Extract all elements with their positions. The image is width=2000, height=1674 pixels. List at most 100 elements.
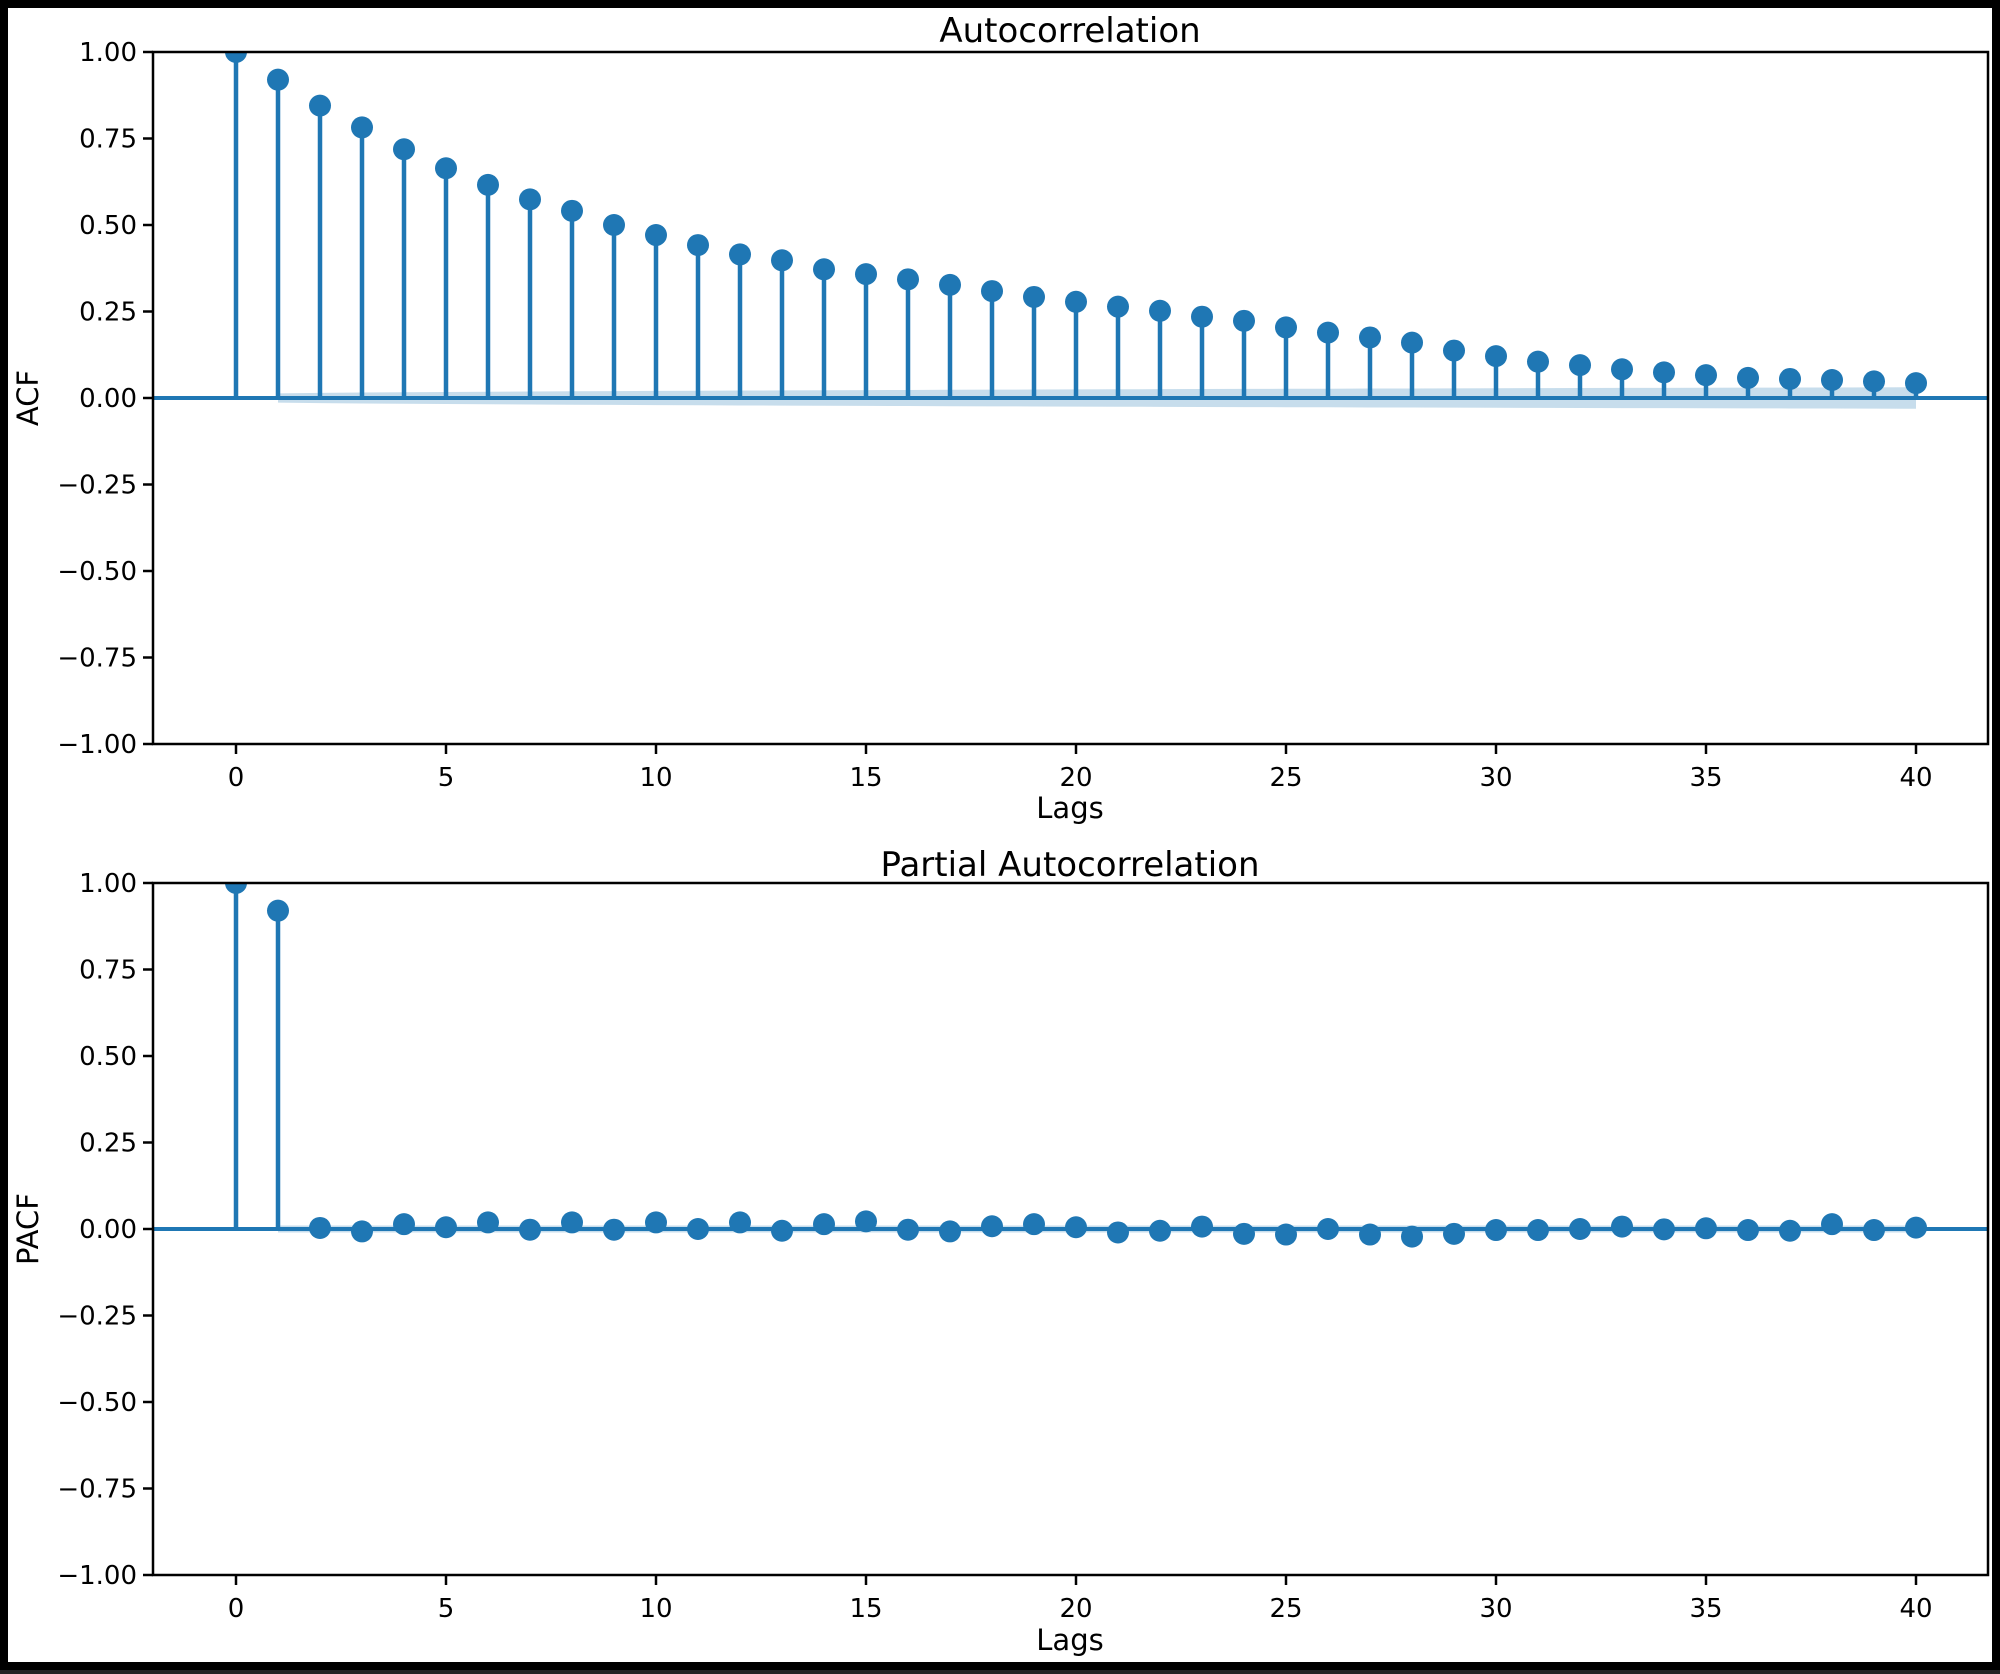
pacf-stem-marker-lag-38 bbox=[1821, 1213, 1843, 1236]
pacf-stem-marker-lag-21 bbox=[1107, 1221, 1129, 1244]
pacf-stem-marker-lag-34 bbox=[1653, 1218, 1675, 1241]
acf-xtick-label: 40 bbox=[1899, 763, 1932, 793]
pacf-stem-marker-lag-30 bbox=[1485, 1219, 1507, 1242]
acf-ytick-label: −0.50 bbox=[57, 557, 137, 587]
pacf-stem-marker-lag-39 bbox=[1863, 1219, 1885, 1242]
pacf-stem-marker-lag-4 bbox=[393, 1213, 415, 1236]
pacf-ytick-label: 1.00 bbox=[79, 869, 137, 899]
pacf-plot: 0 5 10 15 20 25 30 35 40 1.00 0.75 0.50 0.25 0.00 −0.2… bbox=[57, 869, 1990, 1624]
pacf-xtick-label: 30 bbox=[1479, 1594, 1512, 1624]
pacf-xtick-label: 35 bbox=[1689, 1594, 1722, 1624]
acf-stem-marker-lag-21 bbox=[1107, 295, 1129, 318]
acf-ytick-label: 0.75 bbox=[79, 125, 137, 155]
pacf-title: Partial Autocorrelation bbox=[880, 845, 1259, 885]
acf-stem-marker-lag-24 bbox=[1233, 309, 1255, 332]
pacf-xtick-label: 40 bbox=[1899, 1594, 1932, 1624]
acf-plot: 0 5 10 15 20 25 30 35 40 1.00 0.75 0.50 0.25 0.00 −0.2… bbox=[57, 38, 1990, 793]
acf-ytick-label: 0.25 bbox=[79, 298, 137, 328]
pacf-ytick-label: 0.50 bbox=[79, 1042, 137, 1072]
acf-stem-marker-lag-20 bbox=[1065, 290, 1087, 313]
acf-stem-marker-lag-6 bbox=[477, 173, 499, 196]
acf-stem-marker-lag-22 bbox=[1149, 299, 1171, 322]
acf-stem-marker-lag-16 bbox=[897, 268, 919, 291]
acf-stem-marker-lag-9 bbox=[603, 214, 625, 236]
pacf-stem-marker-lag-32 bbox=[1569, 1218, 1591, 1240]
pacf-stem-marker-lag-1 bbox=[267, 899, 289, 922]
pacf-stem-marker-lag-24 bbox=[1233, 1222, 1255, 1245]
acf-stem-marker-lag-29 bbox=[1443, 339, 1465, 362]
acf-stem-marker-lag-12 bbox=[729, 243, 751, 266]
acf-title: Autocorrelation bbox=[939, 11, 1200, 51]
acf-stems bbox=[225, 52, 1927, 398]
acf-yaxis-label: ACF bbox=[11, 370, 45, 426]
pacf-ytick-label: 0.25 bbox=[79, 1129, 137, 1159]
acf-xtick-label: 20 bbox=[1059, 763, 1092, 793]
pacf-stem-marker-lag-19 bbox=[1023, 1213, 1045, 1236]
acf-stem-marker-lag-13 bbox=[771, 249, 793, 272]
acf-stem-marker-lag-8 bbox=[561, 199, 583, 222]
pacf-stem-marker-lag-25 bbox=[1275, 1223, 1297, 1246]
pacf-xtick-label: 15 bbox=[849, 1594, 882, 1624]
pacf-stem-marker-lag-28 bbox=[1401, 1225, 1423, 1248]
acf-ytick-label: −0.25 bbox=[57, 471, 137, 501]
acf-stem-marker-lag-15 bbox=[855, 263, 877, 286]
acf-stem-marker-lag-2 bbox=[309, 94, 331, 117]
acf-stem-marker-lag-14 bbox=[813, 258, 835, 281]
pacf-ytick-label: −1.00 bbox=[57, 1561, 137, 1591]
acf-stem-marker-lag-38 bbox=[1821, 369, 1843, 392]
acf-stem-marker-lag-28 bbox=[1401, 331, 1423, 354]
acf-stem-marker-lag-17 bbox=[939, 273, 961, 296]
pacf-stem-marker-lag-15 bbox=[855, 1210, 877, 1233]
pacf-ytick-label: −0.75 bbox=[57, 1475, 137, 1505]
acf-ytick-label: 0.00 bbox=[79, 384, 137, 414]
pacf-stem-marker-lag-33 bbox=[1611, 1215, 1633, 1238]
acf-xtick-label: 15 bbox=[849, 763, 882, 793]
pacf-stem-marker-lag-3 bbox=[351, 1220, 373, 1243]
pacf-xtick-label: 0 bbox=[228, 1594, 245, 1624]
pacf-stem-marker-lag-9 bbox=[603, 1218, 625, 1241]
pacf-stem-marker-lag-2 bbox=[309, 1216, 331, 1239]
acf-stem-marker-lag-1 bbox=[267, 68, 289, 91]
pacf-stem-marker-lag-31 bbox=[1527, 1219, 1549, 1242]
acf-stem-marker-lag-27 bbox=[1359, 326, 1381, 349]
acf-stem-marker-lag-33 bbox=[1611, 358, 1633, 381]
acf-stem-marker-lag-10 bbox=[645, 224, 667, 247]
pacf-stem-marker-lag-37 bbox=[1779, 1219, 1801, 1242]
pacf-xtick-label: 25 bbox=[1269, 1594, 1302, 1624]
acf-stem-marker-lag-23 bbox=[1191, 305, 1213, 328]
pacf-stems bbox=[225, 883, 1927, 1248]
acf-stem-marker-lag-4 bbox=[393, 138, 415, 161]
pacf-xtick-label: 20 bbox=[1059, 1594, 1092, 1624]
acf-stem-marker-lag-31 bbox=[1527, 350, 1549, 373]
pacf-ytick-label: −0.25 bbox=[57, 1302, 137, 1332]
pacf-stem-marker-lag-7 bbox=[519, 1218, 541, 1241]
pacf-stem-marker-lag-0 bbox=[225, 883, 247, 894]
pacf-stem-marker-lag-11 bbox=[687, 1218, 709, 1240]
acf-stem-marker-lag-5 bbox=[435, 157, 457, 180]
pacf-stem-marker-lag-17 bbox=[939, 1220, 961, 1243]
pacf-stem-marker-lag-26 bbox=[1317, 1218, 1339, 1240]
acf-ytick-label: 1.00 bbox=[79, 38, 137, 68]
acf-stem-marker-lag-25 bbox=[1275, 316, 1297, 339]
acf-stem-marker-lag-30 bbox=[1485, 345, 1507, 368]
pacf-stem-marker-lag-27 bbox=[1359, 1223, 1381, 1246]
acf-stem-marker-lag-11 bbox=[687, 234, 709, 257]
pacf-stem-marker-lag-6 bbox=[477, 1211, 499, 1234]
acf-ytick-label: −1.00 bbox=[57, 730, 137, 760]
pacf-stem-marker-lag-5 bbox=[435, 1216, 457, 1239]
pacf-stem-marker-lag-16 bbox=[897, 1218, 919, 1241]
acf-stem-marker-lag-7 bbox=[519, 188, 541, 211]
acf-stem-marker-lag-35 bbox=[1695, 364, 1717, 387]
acf-xtick-label: 25 bbox=[1269, 763, 1302, 793]
pacf-stem-marker-lag-12 bbox=[729, 1211, 751, 1234]
acf-stem-marker-lag-34 bbox=[1653, 361, 1675, 384]
acf-stem-marker-lag-0 bbox=[225, 52, 247, 63]
figure-background bbox=[8, 8, 1992, 1662]
pacf-yaxis-label: PACF bbox=[11, 1193, 45, 1265]
acf-stem-marker-lag-26 bbox=[1317, 321, 1339, 344]
pacf-stem-marker-lag-29 bbox=[1443, 1222, 1465, 1245]
pacf-stem-marker-lag-8 bbox=[561, 1211, 583, 1234]
acf-xtick-label: 0 bbox=[228, 763, 245, 793]
